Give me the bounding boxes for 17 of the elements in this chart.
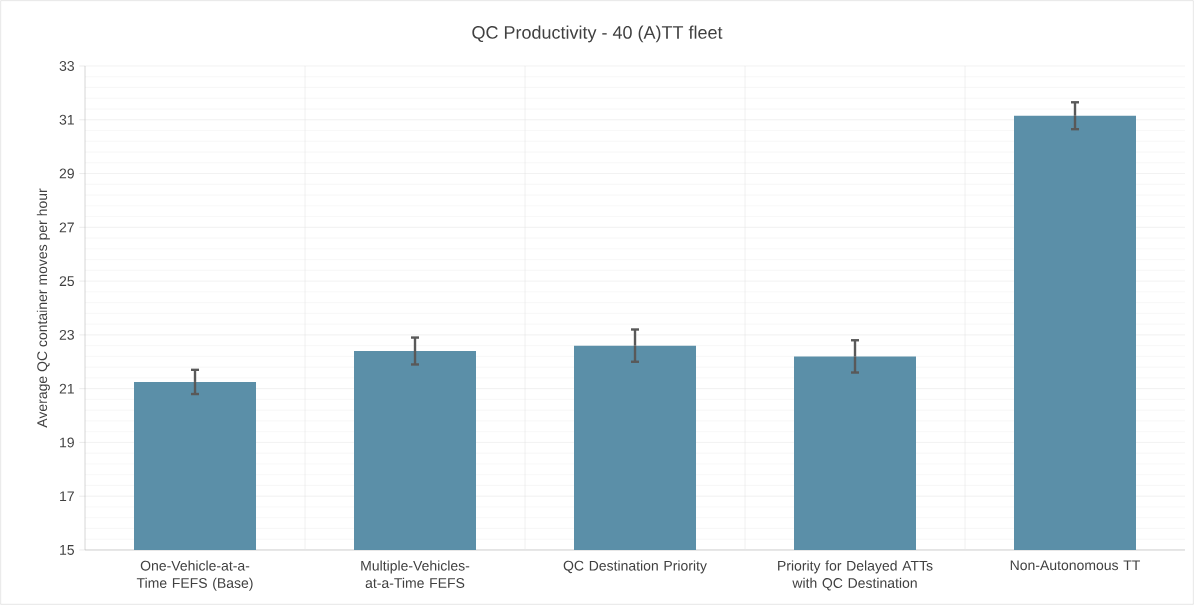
y-tick-label: 21 [59,383,74,394]
y-tick-label: 27 [59,222,74,233]
y-tick-label: 25 [59,276,75,287]
y-tick-label: 23 [59,329,74,340]
y-tick-label: 17 [60,491,74,502]
y-tick-label: 31 [59,114,74,125]
y-tick-label: 33 [59,61,74,71]
y-tick-label: 19 [60,437,74,448]
y-tick-label: 29 [59,168,74,179]
chart-title: QC Productivity - 40 (A)TT fleet [472,25,723,43]
y-tick-label: 15 [60,545,75,555]
y-axis-title: Average QC container moves per hour [36,188,50,428]
x-tick-label: Non-Autonomous TT [1010,560,1141,571]
x-tick-label: Multiple-Vehicles-at-a-Time FEFS [361,560,470,589]
x-tick-label: Priority for Delayed ATTs with QC Destination [778,560,933,591]
x-tick-label: QC Destination Priority [563,560,707,574]
x-tick-label: One-Vehicle-at-a-Time FEFS (Base) [136,560,253,591]
